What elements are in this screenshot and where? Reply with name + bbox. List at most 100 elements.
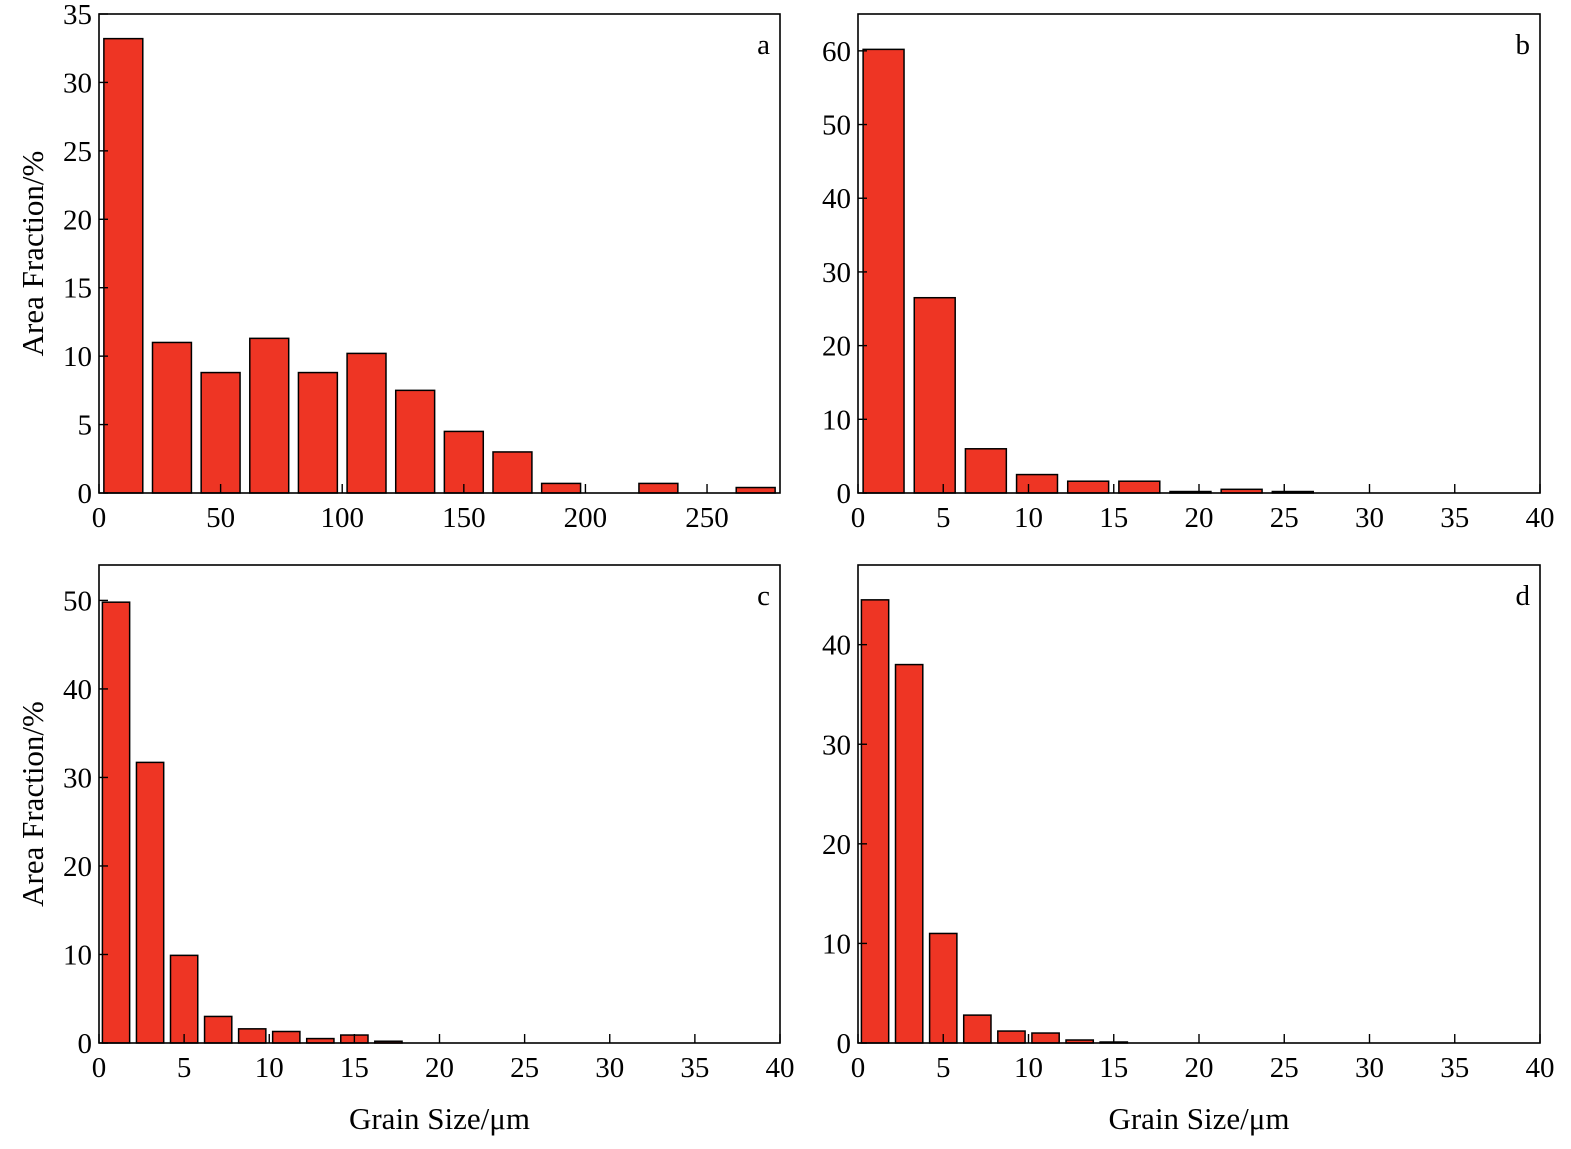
- x-tick-label-c-0: 0: [92, 1052, 107, 1084]
- x-tick-label-d-2: 10: [1014, 1052, 1043, 1084]
- x-tick-label-b-5: 25: [1270, 502, 1299, 534]
- bar-b-1: [913, 296, 956, 494]
- y-tick-label-c-2: 20: [63, 851, 92, 883]
- y-tick-label-b-2: 20: [822, 331, 851, 363]
- y-tick-label-c-1: 10: [63, 939, 92, 971]
- plot-frame-c: [98, 564, 781, 1044]
- y-tick-label-d-4: 40: [822, 630, 851, 662]
- x-axis-title-d: Grain Size/μm: [1108, 1101, 1289, 1136]
- x-tick-label-a-1: 50: [206, 502, 235, 534]
- bar-a-1: [151, 341, 193, 494]
- x-tick-label-c-3: 15: [340, 1052, 369, 1084]
- panel-label-b: b: [1516, 29, 1531, 61]
- y-tick-label-a-1: 5: [78, 410, 93, 442]
- x-tick-label-d-5: 25: [1270, 1052, 1299, 1084]
- bar-b-5: [1118, 480, 1161, 494]
- bar-c-0: [101, 601, 131, 1044]
- x-tick-label-b-6: 30: [1355, 502, 1384, 534]
- y-tick-label-b-0: 0: [837, 478, 852, 510]
- bar-d-3: [962, 1014, 992, 1044]
- y-tick-label-d-3: 30: [822, 729, 851, 761]
- y-tick-label-a-5: 25: [63, 136, 92, 168]
- x-tick-label-b-7: 35: [1440, 502, 1469, 534]
- bar-c-4: [237, 1028, 267, 1044]
- x-tick-label-b-0: 0: [851, 502, 866, 534]
- y-axis-title-c: Area Fraction/%: [15, 701, 50, 907]
- plot-frame-b: [857, 13, 1541, 494]
- bar-a-9: [540, 482, 582, 494]
- bar-b-2: [964, 448, 1008, 494]
- x-tick-label-c-7: 35: [680, 1052, 709, 1084]
- panel-label-a: a: [757, 29, 770, 61]
- x-tick-label-b-8: 40: [1526, 502, 1555, 534]
- panel-c: 0 5 10 15 20 25 30 35 40 0 10 20 30 40 50 c Area Fractio…: [15, 564, 795, 1136]
- x-tick-label-c-4: 20: [425, 1052, 454, 1084]
- panel-b: 0 5 10 15 20 25 30 35 40 0 10 20 30 40 50 60 b: [822, 13, 1555, 534]
- y-axis-title-a: Area Fraction/%: [15, 151, 50, 357]
- bar-b-4: [1066, 480, 1110, 494]
- plot-frame-d: [857, 564, 1541, 1044]
- panel-d: 0 5 10 15 20 25 30 35 40 0 10 20 30 40 d Grain Size/μm: [822, 564, 1555, 1136]
- panel-label-d: d: [1516, 580, 1531, 612]
- y-tick-label-a-2: 10: [63, 341, 92, 373]
- x-tick-label-d-4: 20: [1185, 1052, 1214, 1084]
- bar-a-6: [394, 389, 436, 494]
- y-tick-label-a-0: 0: [78, 478, 93, 510]
- x-tick-label-c-6: 30: [595, 1052, 624, 1084]
- bar-c-1: [135, 761, 165, 1044]
- bar-a-7: [443, 430, 485, 494]
- x-tick-label-a-0: 0: [92, 502, 107, 534]
- panel-a: 0 50 100 150 200 250 0 5 10 15 20 25 30 35 a Area Fract…: [15, 0, 781, 534]
- y-tick-label-d-2: 20: [822, 829, 851, 861]
- x-tick-label-a-2: 100: [320, 502, 364, 534]
- y-tick-label-b-1: 10: [822, 404, 851, 436]
- x-tick-label-d-1: 5: [936, 1052, 951, 1084]
- y-tick-label-b-4: 40: [822, 183, 851, 215]
- y-tick-label-b-5: 50: [822, 110, 851, 142]
- x-tick-label-a-4: 200: [564, 502, 608, 534]
- x-tick-label-a-3: 150: [442, 502, 486, 534]
- bar-c-2: [169, 954, 199, 1044]
- y-tick-label-a-3: 15: [63, 273, 92, 305]
- x-tick-label-d-0: 0: [851, 1052, 866, 1084]
- x-tick-label-a-5: 250: [685, 502, 729, 534]
- bar-d-0: [860, 599, 890, 1044]
- y-tick-label-a-7: 35: [63, 0, 92, 31]
- x-tick-label-b-2: 10: [1014, 502, 1043, 534]
- y-tick-label-d-0: 0: [837, 1028, 852, 1060]
- x-tick-label-d-7: 35: [1440, 1052, 1469, 1084]
- y-tick-label-a-6: 30: [63, 67, 92, 99]
- bar-a-11: [638, 482, 679, 494]
- x-tick-label-c-1: 5: [177, 1052, 192, 1084]
- y-tick-label-b-3: 30: [822, 257, 851, 289]
- x-tick-label-b-1: 5: [936, 502, 951, 534]
- bar-d-4: [997, 1030, 1026, 1044]
- bar-d-5: [1031, 1032, 1060, 1044]
- bar-d-2: [928, 932, 958, 1044]
- bar-b-0: [862, 48, 905, 494]
- x-tick-label-b-4: 20: [1185, 502, 1214, 534]
- bar-b-3: [1015, 473, 1059, 494]
- y-tick-label-c-5: 50: [63, 585, 92, 617]
- bar-a-0: [103, 37, 144, 494]
- bar-a-4: [297, 371, 339, 494]
- x-tick-label-c-5: 25: [510, 1052, 539, 1084]
- x-axis-title-c: Grain Size/μm: [349, 1101, 530, 1136]
- x-tick-label-c-8: 40: [766, 1052, 795, 1084]
- x-tick-label-c-2: 10: [255, 1052, 284, 1084]
- bar-a-8: [492, 451, 533, 494]
- bar-d-1: [894, 663, 924, 1044]
- bar-c-5: [271, 1030, 301, 1044]
- y-tick-label-b-6: 60: [822, 36, 851, 68]
- bar-a-13: [735, 486, 776, 494]
- panel-label-c: c: [757, 580, 770, 612]
- plot-frame-a: [98, 13, 781, 494]
- bar-a-5: [346, 352, 387, 494]
- x-tick-label-d-8: 40: [1526, 1052, 1555, 1084]
- bar-c-3: [203, 1015, 233, 1044]
- x-tick-label-d-6: 30: [1355, 1052, 1384, 1084]
- x-tick-label-b-3: 15: [1099, 502, 1128, 534]
- bar-a-2: [200, 371, 241, 494]
- y-tick-label-c-3: 30: [63, 762, 92, 794]
